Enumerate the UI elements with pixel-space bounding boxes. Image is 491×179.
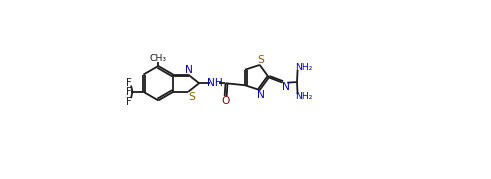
Text: N: N [281,82,290,92]
Text: NH: NH [207,78,222,88]
Text: O: O [221,96,230,106]
Text: NH₂: NH₂ [295,63,312,72]
Text: N: N [185,65,193,75]
Text: NH₂: NH₂ [295,93,312,101]
Text: F: F [126,78,132,88]
Text: F: F [126,97,132,107]
Text: S: S [188,92,195,102]
Text: CH₃: CH₃ [150,54,167,63]
Text: F: F [126,87,132,97]
Text: N: N [257,90,265,100]
Text: S: S [258,55,265,65]
